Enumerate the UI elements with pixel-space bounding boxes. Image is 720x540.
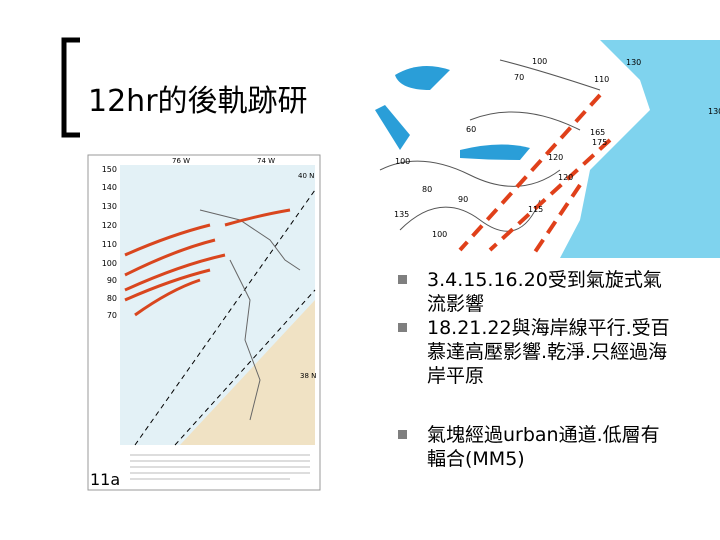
trajectory bbox=[124, 253, 226, 292]
caption-area bbox=[95, 448, 315, 488]
bullet-text: 3.4.15.16.20受到氣旋式氣流影響 bbox=[427, 269, 662, 315]
lake bbox=[375, 105, 410, 150]
contour-label: 100 bbox=[432, 230, 447, 239]
y-axis-label: 130 bbox=[102, 202, 117, 211]
ocean bbox=[560, 40, 720, 258]
trajectory bbox=[124, 223, 211, 257]
contour-label: 60 bbox=[466, 125, 476, 134]
trajectory bbox=[134, 278, 201, 317]
y-axis-label: 150 bbox=[102, 165, 117, 174]
contours bbox=[379, 59, 601, 232]
bullet-text: 氣塊經過urban通道.低層有輻合(MM5) bbox=[427, 424, 660, 470]
trajectory bbox=[224, 208, 291, 227]
bullet-text: 18.21.22與海岸線平行.受百慕達高壓影響.乾淨.只經過海岸平原 bbox=[427, 317, 670, 387]
lon-label: 74 W bbox=[257, 157, 275, 165]
y-axis-label: 70 bbox=[107, 311, 117, 320]
contour-label: 100 bbox=[532, 57, 547, 66]
coastline bbox=[229, 259, 261, 421]
contour-label: 165 bbox=[590, 128, 605, 137]
y-axis-label: 110 bbox=[102, 240, 117, 249]
contour-label: 115 bbox=[528, 205, 543, 214]
coastline bbox=[199, 209, 301, 271]
contour-label: 135 bbox=[394, 210, 409, 219]
figure-label: 11a bbox=[90, 470, 120, 489]
map bbox=[365, 40, 720, 258]
lat-label: 38 N bbox=[300, 372, 316, 380]
dashed-line bbox=[134, 189, 316, 446]
contour-label: 80 bbox=[422, 185, 432, 194]
y-axis-label: 90 bbox=[107, 276, 117, 285]
bullet: 氣塊經過urban通道.低層有輻合(MM5) bbox=[398, 423, 678, 471]
y-axis-label: 100 bbox=[102, 259, 117, 268]
bracket bbox=[61, 37, 80, 138]
contour-label: 100 bbox=[395, 157, 410, 166]
contour-label: 130 bbox=[708, 107, 720, 116]
contour-label: 70 bbox=[514, 73, 524, 82]
contour-label: 90 bbox=[458, 195, 468, 204]
lake bbox=[460, 144, 530, 160]
contour-label: 175 bbox=[592, 138, 607, 147]
contour-label: 110 bbox=[594, 75, 609, 84]
dashed-line bbox=[174, 289, 316, 446]
orange-dashes bbox=[458, 93, 612, 254]
trajectory bbox=[124, 268, 211, 302]
caption-lines bbox=[130, 454, 310, 480]
lake bbox=[395, 66, 450, 90]
lon-label: 76 W bbox=[172, 157, 190, 165]
trajectory bbox=[124, 238, 216, 277]
bullet: 18.21.22與海岸線平行.受百慕達高壓影響.乾淨.只經過海岸平原 bbox=[398, 316, 678, 388]
trajectories bbox=[124, 208, 291, 317]
slide-title: 12hr的後軌跡研 bbox=[88, 84, 308, 119]
ocean-area bbox=[180, 300, 315, 445]
y-axis-label: 140 bbox=[102, 183, 117, 192]
contour-label: 120 bbox=[548, 153, 563, 162]
contour-label: 120 bbox=[558, 173, 573, 182]
lat-label: 40 N bbox=[298, 172, 314, 180]
trajectory-figure bbox=[87, 154, 321, 491]
y-axis-label: 80 bbox=[107, 294, 117, 303]
y-axis-label: 120 bbox=[102, 221, 117, 230]
contour-label: 130 bbox=[626, 58, 641, 67]
bullet: 3.4.15.16.20受到氣旋式氣流影響 bbox=[398, 268, 678, 316]
